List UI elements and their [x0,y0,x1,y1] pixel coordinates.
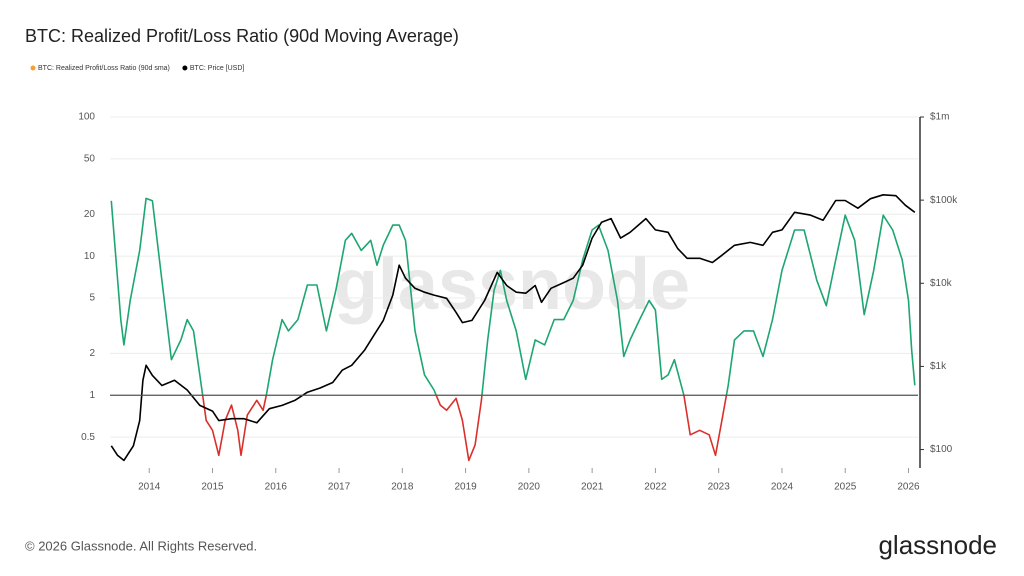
x-tick-label: 2023 [708,482,731,493]
series-line [110,194,916,462]
y2-tick-label: $100 [930,444,953,455]
x-tick-label: 2021 [581,482,604,493]
y-tick-label: 50 [84,154,96,165]
x-tick-label: 2018 [391,482,414,493]
y2-tick-label: $100k [930,195,958,206]
watermark: glassnode [334,245,690,325]
footer: © 2026 Glassnode. All Rights Reserved. [25,538,257,553]
x-tick-label: 2015 [201,482,224,493]
x-tick-label: 2025 [834,482,857,493]
x-tick-label: 2016 [265,482,288,493]
y-tick-label: 100 [78,112,95,123]
x-tick-label: 2017 [328,482,351,493]
y-tick-label: 1 [89,390,95,401]
y-tick-label: 2 [89,348,95,359]
y-tick-label: 5 [89,293,95,304]
x-tick-label: 2026 [897,482,920,493]
legend-label: BTC: Realized Profit/Loss Ratio (90d sma… [38,65,170,72]
y-tick-label: 0.5 [81,432,95,443]
y2-tick-label: $10k [930,278,953,289]
y-tick-label: 20 [84,209,96,220]
legend-marker [182,65,188,71]
brand-logo: glassnode [878,530,997,560]
plot-area: 0.5 1 2 5 10 20 50 100 $100 $1k $10k $100k $1m 2014 20… [78,112,958,493]
legend-label: BTC: Price [USD] [190,65,245,72]
y-tick-label: 10 [84,251,96,262]
x-tick-label: 2014 [138,482,161,493]
x-tick-label: 2020 [518,482,541,493]
y2-tick-label: $1k [930,361,947,372]
chart-title: BTC: Realized Profit/Loss Ratio (90d Mov… [25,26,459,46]
legend-marker [30,65,36,71]
series-line-above [110,197,916,396]
x-tick-label: 2022 [644,482,667,493]
x-tick-label: 2024 [771,482,794,493]
y2-tick-label: $1m [930,112,949,123]
x-tick-label: 2019 [454,482,477,493]
series-line-below [201,395,728,462]
